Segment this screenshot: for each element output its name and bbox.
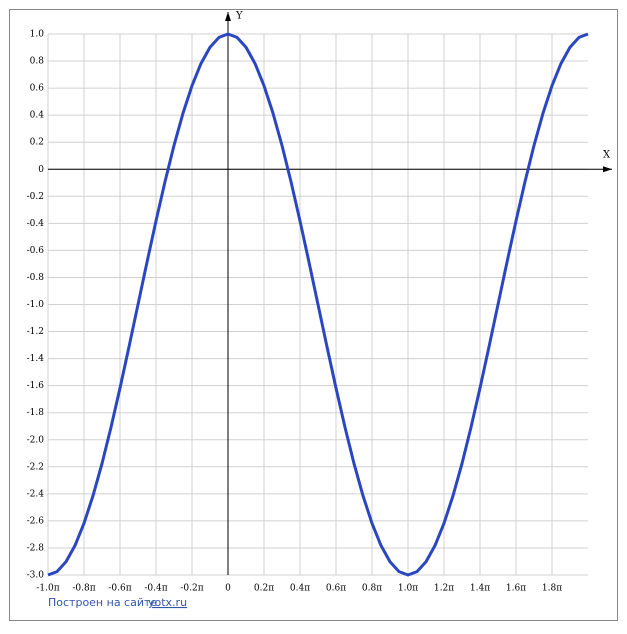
y-tick-label: -2.4 bbox=[27, 489, 45, 499]
footer-text: Построен на сайте bbox=[48, 596, 157, 609]
y-axis-arrow bbox=[225, 12, 231, 21]
x-tick-label: -0.6π bbox=[108, 584, 131, 594]
y-tick-label: -1.4 bbox=[27, 354, 45, 364]
x-tick-label: 0.4π bbox=[290, 584, 310, 594]
y-tick-label: -2.2 bbox=[27, 462, 44, 472]
y-tick-label: -0.4 bbox=[27, 219, 45, 229]
x-tick-label: -0.2π bbox=[180, 584, 203, 594]
x-axis-label: X bbox=[603, 150, 611, 161]
y-tick-label: -3.0 bbox=[27, 571, 45, 581]
x-tick-label: 0.8π bbox=[362, 584, 382, 594]
y-tick-label: -0.8 bbox=[27, 273, 45, 283]
y-tick-label: -2.8 bbox=[27, 543, 45, 553]
y-tick-label: -1.6 bbox=[27, 381, 45, 391]
frame bbox=[9, 9, 618, 621]
x-tick-label: 1.6π bbox=[506, 584, 526, 594]
x-tick-label: 1.2π bbox=[434, 584, 454, 594]
y-tick-label: -2.0 bbox=[27, 435, 45, 445]
footer-link[interactable]: yotx.ru bbox=[148, 596, 187, 609]
y-tick-label: 0 bbox=[38, 165, 44, 175]
x-tick-label: 0 bbox=[225, 584, 231, 594]
y-tick-label: 0.6 bbox=[30, 84, 45, 94]
x-tick-label: -0.4π bbox=[144, 584, 167, 594]
y-tick-label: 1.0 bbox=[30, 30, 45, 40]
y-tick-label: -1.2 bbox=[27, 327, 44, 337]
x-tick-label: -0.8π bbox=[72, 584, 95, 594]
y-tick-label: -0.2 bbox=[27, 192, 44, 202]
y-tick-label: -1.8 bbox=[27, 408, 45, 418]
line-series bbox=[47, 32, 589, 577]
x-tick-label: 0.2π bbox=[254, 584, 274, 594]
y-tick-label: -1.0 bbox=[27, 300, 45, 310]
x-tick-label: 1.8π bbox=[542, 584, 562, 594]
x-tick-label: 1.4π bbox=[470, 584, 490, 594]
y-tick-label: 0.2 bbox=[30, 138, 44, 148]
y-axis-label: Y bbox=[235, 11, 243, 22]
y-tick-label: 0.8 bbox=[30, 57, 45, 67]
x-tick-label: 0.6π bbox=[326, 584, 346, 594]
y-tick-label: -2.6 bbox=[27, 516, 45, 526]
x-tick-label: -1.0π bbox=[36, 584, 59, 594]
x-axis-arrow bbox=[603, 166, 612, 173]
x-tick-label: 1.0π bbox=[398, 584, 418, 594]
y-tick-label: -0.6 bbox=[27, 246, 45, 256]
y-tick-label: 0.4 bbox=[30, 111, 45, 121]
